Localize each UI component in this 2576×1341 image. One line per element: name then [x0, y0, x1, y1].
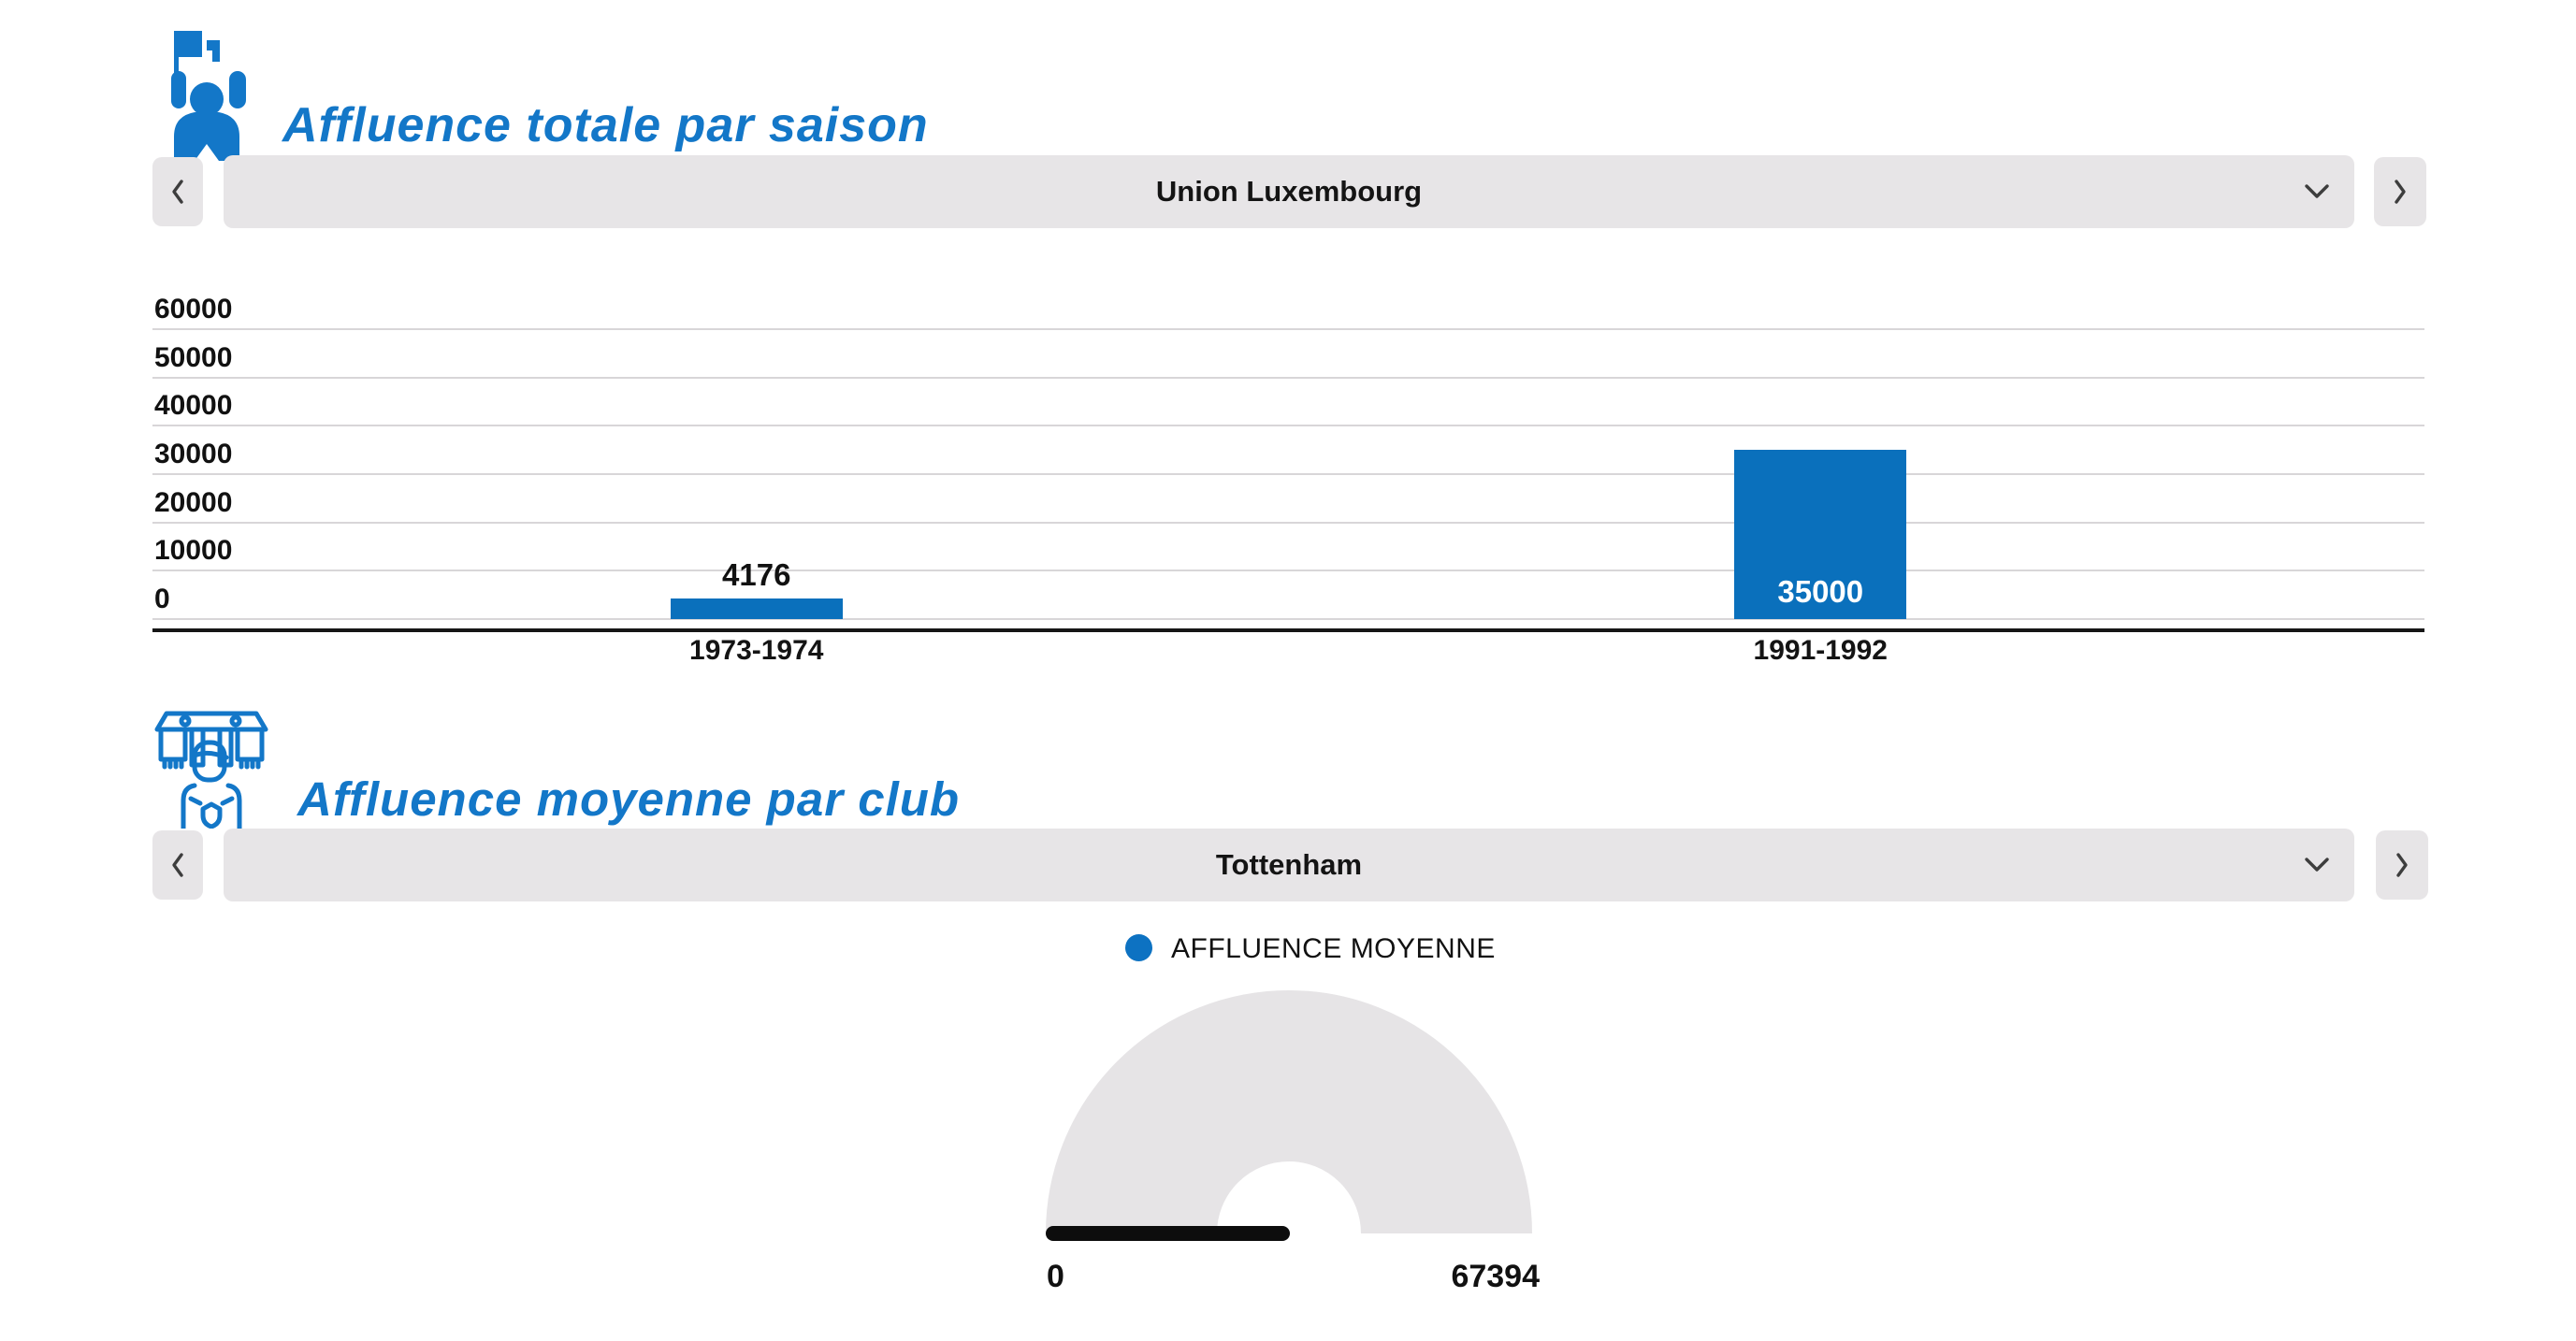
bar-value-label: 35000 — [1777, 574, 1864, 609]
season-bar-chart: 60000 50000 40000 30000 20000 10000 0 4176 1973-… — [152, 294, 2424, 683]
chevron-down-icon — [2305, 184, 2329, 198]
chevron-right-icon — [2396, 853, 2408, 877]
gauge-min-label: 0 — [1047, 1259, 1064, 1294]
legend-dot — [1125, 934, 1152, 961]
gridline — [152, 425, 2424, 427]
y-axis-label: 0 — [154, 584, 170, 614]
gauge-max-label: 67394 — [1451, 1259, 1540, 1294]
fan-with-flag-icon — [171, 31, 246, 161]
gridline — [152, 473, 2424, 475]
gridline — [152, 376, 2424, 379]
section-title-club: Affluence moyenne par club — [297, 772, 961, 827]
gauge-track-arc — [1046, 990, 1532, 1233]
season-club-select-value: Union Luxembourg — [1155, 175, 1423, 208]
chevron-right-icon — [2395, 180, 2406, 204]
y-axis-label: 10000 — [154, 535, 233, 567]
club-prev-button[interactable] — [152, 830, 203, 900]
y-axis-label: 60000 — [154, 294, 233, 324]
gauge-chart — [1046, 990, 1532, 1233]
gridline — [152, 521, 2424, 524]
club-select[interactable]: Tottenham — [224, 829, 2354, 901]
chevron-down-icon — [2305, 858, 2329, 872]
y-axis-label: 50000 — [154, 341, 233, 373]
bar-1991-1992[interactable] — [1734, 450, 1907, 619]
section-title-season: Affluence totale par saison — [282, 97, 929, 152]
supporter-scarf-icon — [154, 711, 268, 829]
legend-label: AFFLUENCE MOYENNE — [1171, 933, 1496, 964]
y-axis-label: 30000 — [154, 439, 233, 469]
x-axis-line — [152, 628, 2424, 632]
gridline — [152, 570, 2424, 572]
bar-1973-1974[interactable] — [670, 598, 843, 619]
gauge-needle — [1046, 1226, 1290, 1241]
chevron-left-icon — [172, 180, 183, 204]
gridline — [152, 328, 2424, 330]
x-axis-label: 1991-1992 — [1753, 635, 1888, 666]
season-next-button[interactable] — [2374, 157, 2426, 226]
chevron-left-icon — [172, 853, 183, 877]
y-axis-label: 20000 — [154, 486, 233, 518]
club-next-button[interactable] — [2376, 830, 2428, 900]
gridline — [152, 618, 2424, 620]
season-prev-button[interactable] — [152, 157, 203, 226]
club-select-value: Tottenham — [1215, 848, 1363, 881]
season-club-select[interactable]: Union Luxembourg — [224, 155, 2354, 228]
y-axis-label: 40000 — [154, 390, 233, 422]
bar-value-label: 4176 — [722, 557, 791, 592]
x-axis-label: 1973-1974 — [689, 635, 824, 666]
